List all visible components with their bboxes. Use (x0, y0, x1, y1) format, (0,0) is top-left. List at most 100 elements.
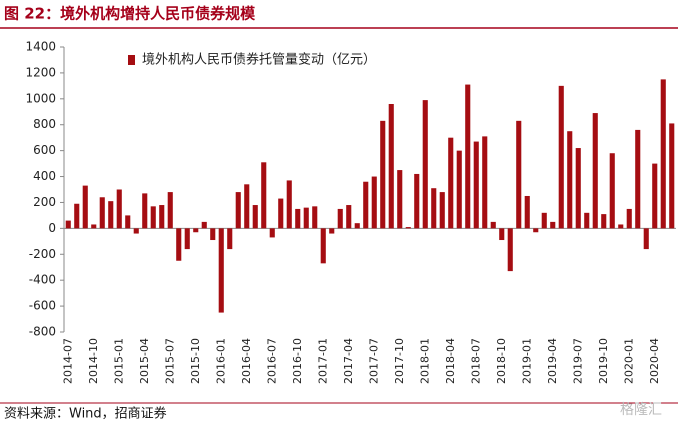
x-tick-label: 2016-07 (265, 338, 278, 384)
bar (550, 221, 556, 229)
bar (329, 228, 335, 234)
y-tick-label: -200 (29, 247, 56, 261)
x-tick-label: 2019-04 (546, 338, 559, 384)
bar (74, 203, 80, 229)
bar (320, 228, 326, 264)
y-tick-label: -800 (29, 325, 56, 339)
bar (337, 208, 343, 229)
y-tick-label: -600 (29, 299, 56, 313)
bar (65, 220, 71, 229)
x-tick-label: 2018-01 (418, 338, 431, 384)
x-tick-label: 2017-10 (393, 338, 406, 384)
bar (176, 228, 182, 261)
bar (380, 120, 386, 229)
bar (142, 193, 148, 229)
x-tick-label: 2015-01 (112, 338, 125, 384)
bar (346, 205, 352, 229)
y-tick-label: 1000 (25, 91, 56, 105)
bar (422, 100, 428, 229)
bar (91, 224, 97, 229)
bar (312, 206, 318, 229)
bar (635, 129, 641, 229)
bar (567, 131, 573, 229)
bar (184, 228, 190, 250)
watermark: 格隆汇 (620, 402, 662, 418)
x-tick-label: 2015-07 (163, 338, 176, 384)
bar (490, 221, 496, 229)
bar (388, 104, 394, 229)
y-tick-label: 600 (33, 143, 56, 157)
y-tick-label: 400 (33, 169, 56, 183)
x-tick-label: 2016-04 (240, 338, 253, 384)
y-tick-label: 1400 (25, 40, 56, 54)
bar (82, 185, 88, 229)
bar (626, 208, 632, 229)
x-tick-label: 2020-01 (622, 338, 635, 384)
bar (618, 224, 624, 229)
bar (218, 228, 224, 313)
y-tick-label: 800 (33, 117, 56, 131)
bar (286, 180, 292, 229)
bar (99, 197, 105, 229)
bar (448, 137, 454, 229)
bar (660, 79, 666, 229)
x-tick-label: 2018-04 (444, 338, 457, 384)
bar (397, 170, 403, 229)
bar (533, 228, 539, 233)
bar (210, 228, 216, 241)
bar (499, 228, 505, 241)
bar (558, 85, 564, 229)
bar (575, 148, 581, 229)
x-tick-label: 2016-01 (214, 338, 227, 384)
x-tick-label: 2014-10 (87, 338, 100, 384)
bar (244, 184, 250, 229)
bar (252, 205, 258, 229)
bar (167, 192, 173, 229)
bar (431, 188, 437, 229)
bar (150, 206, 156, 229)
x-tick-label: 2014-07 (61, 338, 74, 384)
x-tick-label: 2018-07 (469, 338, 482, 384)
chart-title: 图 22：境外机构增持人民币债券规模 (4, 5, 256, 23)
bar (108, 201, 114, 229)
x-tick-label: 2017-01 (316, 338, 329, 384)
bar (584, 212, 590, 229)
bar (354, 223, 360, 229)
y-tick-label: 1200 (25, 65, 56, 79)
bar (227, 228, 233, 250)
bar (405, 227, 411, 229)
bar (643, 228, 649, 250)
y-tick-label: -400 (29, 273, 56, 287)
x-tick-label: 2019-01 (520, 338, 533, 384)
bar (601, 214, 607, 229)
bar (133, 228, 139, 234)
bar (482, 136, 488, 229)
bar (541, 212, 547, 229)
bar (473, 141, 479, 229)
bar (516, 120, 522, 229)
legend-swatch (128, 55, 135, 65)
x-tick-label: 2015-04 (138, 338, 151, 384)
bar (363, 181, 369, 229)
bar (193, 228, 199, 233)
bar (269, 228, 275, 238)
bar (507, 228, 513, 272)
y-tick-label: 0 (48, 221, 56, 235)
x-tick-label: 2019-10 (597, 338, 610, 384)
bar (278, 198, 284, 229)
bar (159, 205, 165, 229)
source: 资料来源：Wind，招商证券 (4, 406, 167, 422)
bar (235, 192, 241, 229)
x-tick-label: 2016-10 (291, 338, 304, 384)
bar (609, 153, 615, 229)
bar (592, 113, 598, 229)
bar (439, 192, 445, 229)
bar (414, 173, 420, 229)
bar (524, 195, 530, 229)
bar (201, 221, 207, 229)
x-tick-label: 2018-10 (495, 338, 508, 384)
bar (303, 207, 309, 229)
x-tick-label: 2020-04 (648, 338, 661, 384)
bar (465, 84, 471, 229)
